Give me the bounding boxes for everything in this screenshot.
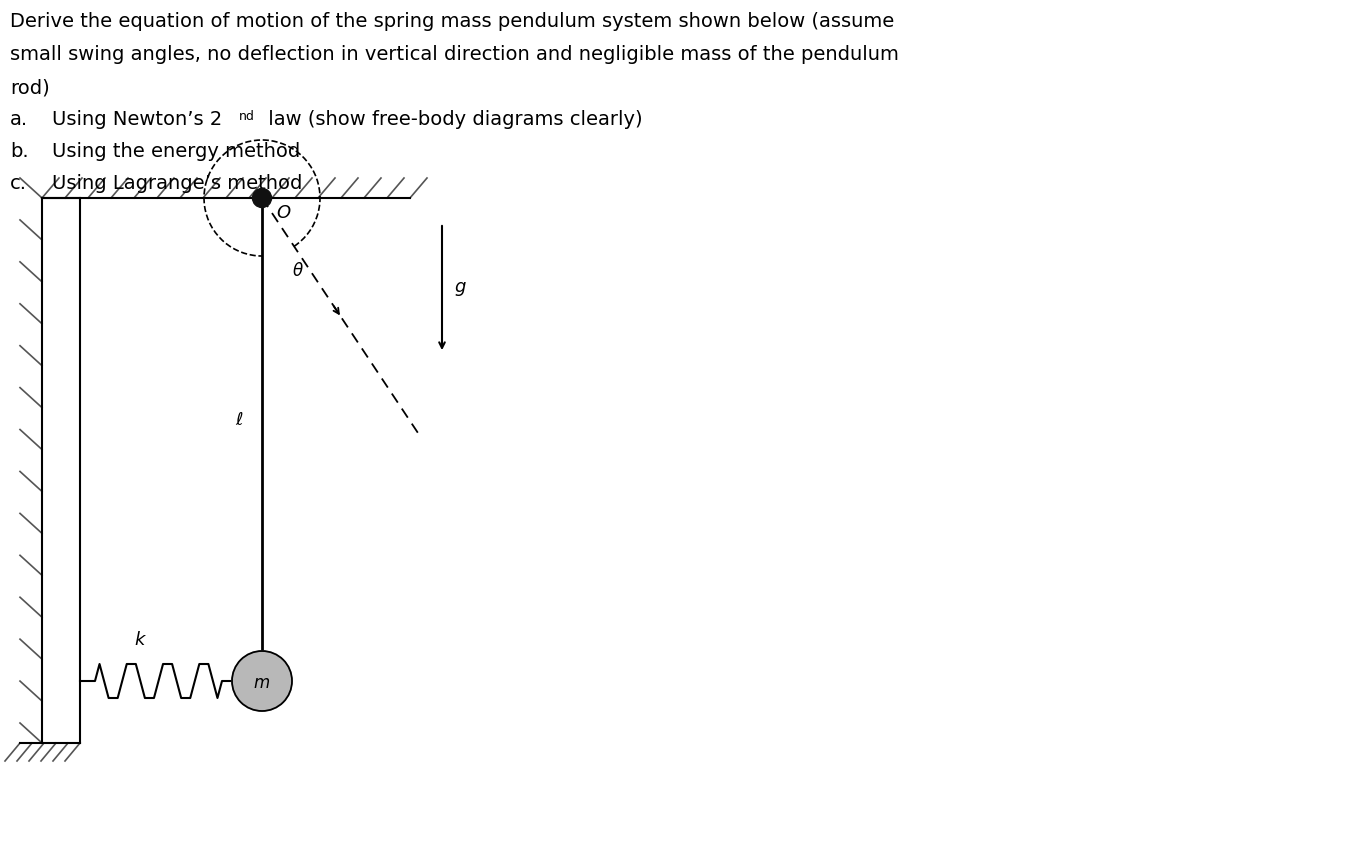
- Text: law (show free-body diagrams clearly): law (show free-body diagrams clearly): [262, 110, 643, 129]
- Circle shape: [253, 189, 272, 208]
- Text: $k$: $k$: [135, 630, 148, 648]
- Text: nd: nd: [239, 110, 255, 123]
- Text: $\theta$: $\theta$: [292, 262, 304, 280]
- Text: Derive the equation of motion of the spring mass pendulum system shown below (as: Derive the equation of motion of the spr…: [10, 12, 894, 31]
- Text: Using Lagrange’s method: Using Lagrange’s method: [52, 174, 302, 193]
- Text: $g$: $g$: [454, 280, 466, 298]
- Text: $O$: $O$: [276, 204, 291, 222]
- Text: a.: a.: [10, 110, 29, 129]
- Text: Using Newton’s 2: Using Newton’s 2: [52, 110, 223, 129]
- Text: $\ell$: $\ell$: [235, 411, 245, 429]
- Text: rod): rod): [10, 78, 50, 97]
- Text: small swing angles, no deflection in vertical direction and negligible mass of t: small swing angles, no deflection in ver…: [10, 45, 898, 64]
- Circle shape: [232, 651, 292, 711]
- Text: c.: c.: [10, 174, 27, 193]
- Text: $m$: $m$: [254, 673, 270, 691]
- Text: Using the energy method: Using the energy method: [52, 142, 300, 161]
- Text: b.: b.: [10, 142, 29, 161]
